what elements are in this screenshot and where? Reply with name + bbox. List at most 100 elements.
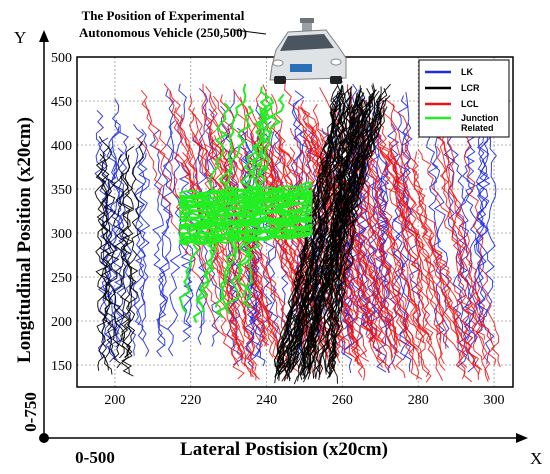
lcl-trace xyxy=(181,152,257,381)
y-arrow-icon xyxy=(39,30,49,42)
title-line-2: Autonomous Vehicle (250,500) xyxy=(79,25,247,40)
legend-label: Junction Related xyxy=(461,113,499,133)
lcl-trace xyxy=(380,97,479,380)
lk-trace xyxy=(132,123,145,326)
lcr-trace xyxy=(326,89,377,379)
lcl-trace xyxy=(432,112,474,345)
legend: LK LCR LCL Junction Related xyxy=(418,59,510,138)
lcl-trace xyxy=(385,99,445,365)
lcr-trace xyxy=(328,94,348,378)
lk-trace xyxy=(389,95,409,322)
lcr-trace xyxy=(124,140,144,358)
lk-trace xyxy=(369,160,390,339)
junction-trace xyxy=(215,96,275,319)
lcl-trace xyxy=(136,137,245,380)
x-axis-title: Lateral Postision (x20cm) xyxy=(180,439,388,460)
lcr-trace xyxy=(283,107,385,382)
junction-trace xyxy=(179,181,313,195)
lcl-trace xyxy=(325,152,398,354)
wheel-left xyxy=(274,76,286,84)
lcr-trace xyxy=(277,100,367,373)
lk-trace xyxy=(475,103,489,322)
vehicle xyxy=(269,18,347,84)
title-line-1: The Position of Experimental xyxy=(82,8,245,23)
junction-trace xyxy=(179,207,313,220)
lcr-trace xyxy=(288,88,352,370)
lcr-trace xyxy=(284,87,372,377)
lcr-trace xyxy=(98,136,117,357)
lcl-trace xyxy=(436,127,497,366)
x-tick-label: 240 xyxy=(256,393,277,408)
y-tick-label: 250 xyxy=(51,271,72,286)
lcl-trace xyxy=(354,131,406,379)
lcr-trace xyxy=(273,102,346,367)
lcl-trace xyxy=(392,103,468,368)
y-axis-letter: Y xyxy=(14,28,26,47)
lk-trace xyxy=(107,98,122,361)
lcr-trace xyxy=(94,172,108,371)
trajectories xyxy=(94,83,501,385)
lcr-trace xyxy=(318,109,381,375)
lcr-trace xyxy=(308,109,366,373)
x-tick-label: 200 xyxy=(104,393,125,408)
junction-trace xyxy=(195,105,255,306)
lk-trace xyxy=(443,130,468,368)
x-tick-label: 300 xyxy=(484,393,505,408)
y-tick-label: 150 xyxy=(51,359,72,374)
lcr-trace xyxy=(112,153,126,359)
y-axis-title: Longitudinal Position (x20cm) xyxy=(14,117,35,363)
headlight-right xyxy=(330,58,342,66)
y-tick-label: 400 xyxy=(51,139,72,154)
lcl-trace xyxy=(356,131,444,381)
lcl-trace xyxy=(279,138,363,365)
y-tick-label: 200 xyxy=(51,315,72,330)
title-pointer-line xyxy=(234,29,267,35)
lcr-trace xyxy=(285,89,360,380)
lcr-trace xyxy=(121,145,134,359)
x-tick-label: 260 xyxy=(332,393,353,408)
y-tick-label: 350 xyxy=(51,183,72,198)
junction-trace xyxy=(178,102,232,314)
lcl-trace xyxy=(362,141,474,349)
x-tick-label: 280 xyxy=(408,393,429,408)
lcl-trace xyxy=(390,151,430,378)
lcl-trace xyxy=(447,135,491,382)
roof-lidar xyxy=(300,18,314,23)
junction-trace xyxy=(225,93,285,315)
lk-trace xyxy=(158,88,175,346)
legend-label: LCR xyxy=(461,83,480,93)
lcl-trace xyxy=(417,149,493,344)
lk-trace xyxy=(138,128,151,357)
lk-trace xyxy=(114,126,129,335)
lcl-trace xyxy=(163,83,252,378)
lcl-trace xyxy=(402,143,483,371)
tick-labels: 200 220 240 260 280 300 150 200 250 300 350 400 450 5… xyxy=(51,51,505,408)
legend-label: LCL xyxy=(461,99,479,109)
lcl-trace xyxy=(192,132,299,372)
lcl-trace xyxy=(374,115,448,350)
lk-trace xyxy=(115,147,137,356)
origin-dot xyxy=(39,433,49,443)
lcl-trace xyxy=(460,120,501,368)
lk-trace xyxy=(149,129,169,331)
origin-x-range: 0-500 xyxy=(75,448,115,467)
x-arrow-icon xyxy=(516,433,528,443)
lcr-trace xyxy=(277,98,387,369)
license-plate xyxy=(290,64,312,72)
car-icon xyxy=(269,18,347,84)
lcl-trace xyxy=(197,139,245,360)
roof-sensor xyxy=(302,22,312,31)
legend-label: LK xyxy=(461,67,473,77)
lk-trace xyxy=(451,149,475,361)
lcl-trace xyxy=(298,107,400,353)
junction-trace xyxy=(179,209,313,223)
headlight-left xyxy=(272,59,284,67)
junction-trace xyxy=(179,215,313,228)
lcr-trace xyxy=(293,99,385,385)
lcr-trace xyxy=(95,153,114,375)
lcl-trace xyxy=(367,115,473,383)
y-tick-label: 500 xyxy=(51,51,72,66)
car-windshield xyxy=(280,34,334,51)
lcr-trace xyxy=(314,93,374,381)
